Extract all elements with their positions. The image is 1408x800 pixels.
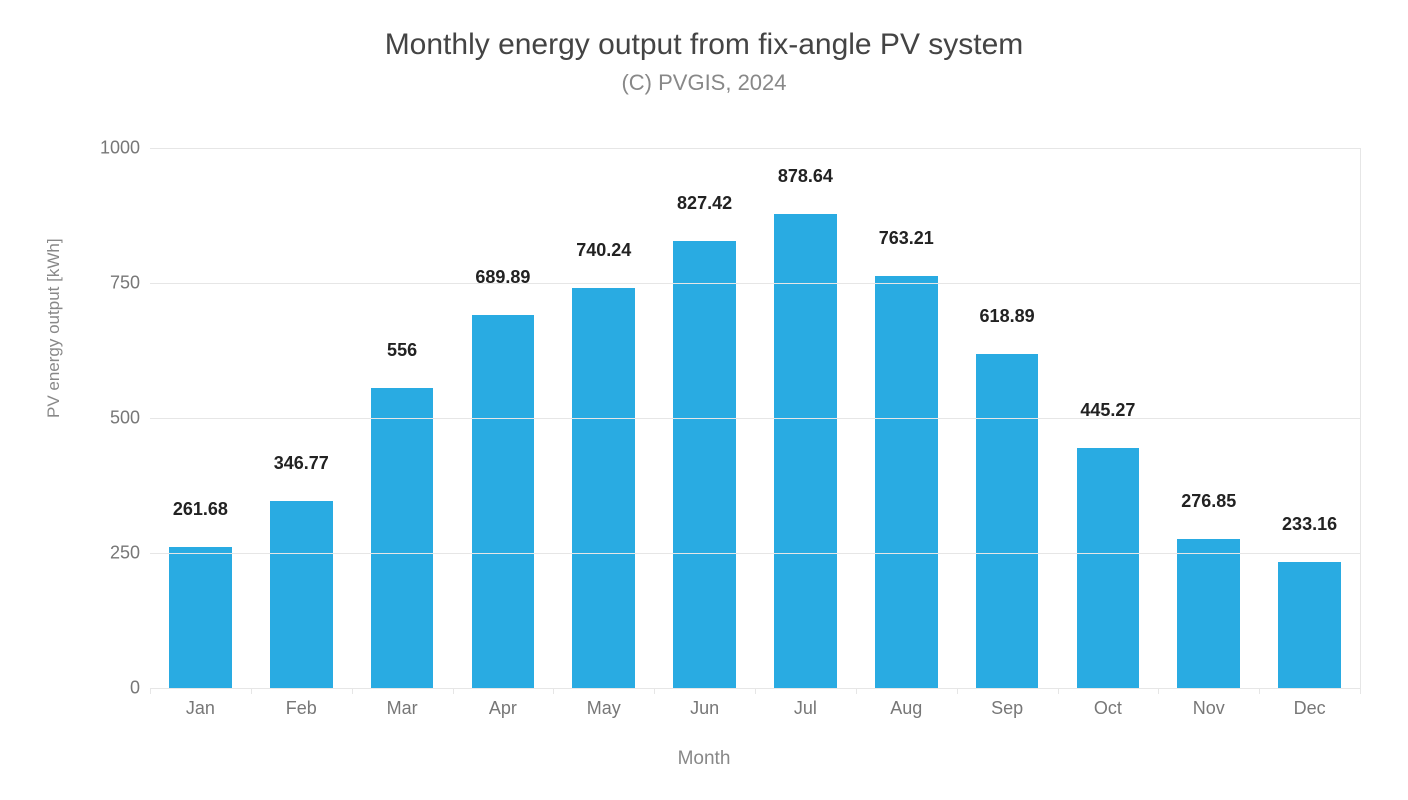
y-tick-label: 0	[80, 678, 140, 699]
bar	[875, 276, 938, 688]
bar	[371, 388, 434, 688]
bar-value-label: 827.42	[677, 193, 732, 214]
bar	[169, 547, 232, 688]
category-separator	[553, 688, 554, 694]
bar-value-label: 346.77	[274, 453, 329, 474]
y-tick-label: 250	[80, 543, 140, 564]
bar-value-label: 763.21	[879, 228, 934, 249]
chart-subtitle: (C) PVGIS, 2024	[0, 70, 1408, 96]
category-separator	[654, 688, 655, 694]
bar-value-label: 233.16	[1282, 514, 1337, 535]
bar	[976, 354, 1039, 688]
bar-value-label: 556	[387, 340, 417, 361]
bar	[572, 288, 635, 688]
category-separator	[856, 688, 857, 694]
bar	[1278, 562, 1341, 688]
bar-value-label: 740.24	[576, 240, 631, 261]
x-tick-label: Aug	[890, 698, 922, 719]
gridline	[150, 283, 1360, 284]
plot-area: 261.68 346.77 556 689.89 740.24 827.42 878.64 7…	[150, 148, 1361, 688]
category-separator	[1259, 688, 1260, 694]
x-tick-label: Apr	[489, 698, 517, 719]
category-separator	[1360, 688, 1361, 694]
x-tick-label: Oct	[1094, 698, 1122, 719]
bar	[270, 501, 333, 688]
x-tick-label: Sep	[991, 698, 1023, 719]
bar-value-label: 878.64	[778, 166, 833, 187]
x-tick-label: Dec	[1294, 698, 1326, 719]
x-tick-label: Nov	[1193, 698, 1225, 719]
category-separator	[251, 688, 252, 694]
x-tick-label: May	[587, 698, 621, 719]
bar-value-label: 689.89	[475, 267, 530, 288]
category-separator	[755, 688, 756, 694]
category-separator	[453, 688, 454, 694]
x-tick-label: Jul	[794, 698, 817, 719]
category-separator	[352, 688, 353, 694]
y-tick-label: 500	[80, 408, 140, 429]
y-tick-label: 750	[80, 273, 140, 294]
bar	[673, 241, 736, 688]
bar	[774, 214, 837, 688]
bar-value-label: 261.68	[173, 499, 228, 520]
category-separator	[150, 688, 151, 694]
gridline	[150, 418, 1360, 419]
gridline	[150, 553, 1360, 554]
x-axis-label: Month	[0, 748, 1408, 770]
category-separator	[957, 688, 958, 694]
y-tick-label: 1000	[80, 138, 140, 159]
bar-value-label: 618.89	[980, 306, 1035, 327]
x-tick-label: Feb	[286, 698, 317, 719]
bar	[1177, 539, 1240, 688]
gridline	[150, 148, 1360, 149]
y-axis-label: PV energy output [kWh]	[44, 238, 64, 418]
chart-title: Monthly energy output from fix-angle PV …	[0, 28, 1408, 62]
category-separator	[1158, 688, 1159, 694]
x-tick-label: Mar	[387, 698, 418, 719]
bar	[472, 315, 535, 688]
title-block: Monthly energy output from fix-angle PV …	[0, 28, 1408, 96]
bar	[1077, 448, 1140, 688]
x-tick-label: Jun	[690, 698, 719, 719]
category-separator	[1058, 688, 1059, 694]
bar-value-label: 276.85	[1181, 491, 1236, 512]
chart-container: Monthly energy output from fix-angle PV …	[0, 0, 1408, 800]
x-tick-label: Jan	[186, 698, 215, 719]
